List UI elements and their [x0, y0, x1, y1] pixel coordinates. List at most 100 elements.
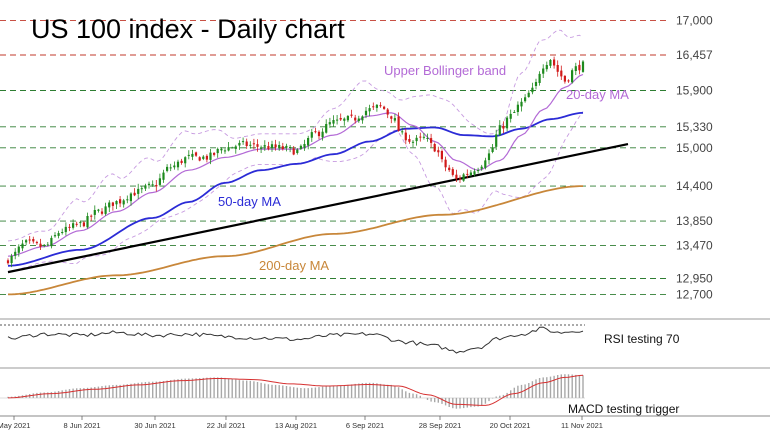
candle: [411, 140, 415, 148]
x-tick-label: 30 Jun 2021: [134, 421, 175, 430]
ma20-line: [7, 73, 584, 257]
candle: [553, 56, 556, 69]
candle: [440, 149, 443, 163]
rsi-panel: RSI testing 70: [0, 318, 770, 354]
candle: [166, 164, 169, 173]
x-tick-label: May 2021: [0, 421, 30, 430]
candle: [415, 135, 418, 146]
candle: [256, 139, 259, 152]
candle: [205, 154, 208, 163]
candle: [520, 98, 523, 112]
candle: [43, 244, 46, 248]
candle: [17, 244, 20, 257]
candle: [270, 140, 274, 152]
support-trendline: [7, 142, 629, 274]
candle: [379, 102, 382, 108]
ma20-label: 20-day MA: [566, 87, 629, 102]
candle: [119, 196, 122, 208]
candle: [72, 219, 75, 230]
candle: [361, 115, 364, 124]
candle: [137, 183, 140, 199]
candle: [437, 146, 440, 157]
candle: [549, 59, 552, 69]
candle: [32, 236, 35, 244]
candle: [223, 148, 227, 154]
candle: [274, 139, 277, 151]
candle: [408, 134, 411, 144]
candle: [140, 186, 143, 194]
candle: [386, 108, 389, 119]
candle: [115, 200, 118, 209]
level-label: 15,330: [676, 120, 713, 134]
candle: [430, 133, 433, 148]
candle: [513, 110, 516, 113]
candle: [97, 208, 100, 213]
candle: [509, 109, 512, 123]
candle: [545, 61, 548, 72]
candle: [516, 101, 519, 116]
candle: [252, 138, 255, 150]
candle: [147, 181, 151, 189]
macd-panel: MACD testing trigger: [0, 367, 770, 416]
candle: [173, 161, 176, 170]
x-tick-label: 22 Jul 2021: [207, 421, 246, 430]
x-tick-label: 11 Nov 2021: [561, 421, 603, 430]
candle: [303, 139, 306, 151]
candle: [328, 117, 331, 128]
candle: [129, 192, 132, 206]
candle: [108, 200, 111, 212]
candle: [354, 114, 357, 124]
candle: [289, 145, 292, 153]
candle: [462, 172, 465, 182]
ma50-label: 50-day MA: [218, 194, 281, 209]
candle: [151, 180, 154, 187]
candle: [357, 115, 360, 123]
candle: [419, 132, 422, 142]
candle: [469, 170, 472, 177]
candle: [133, 188, 136, 197]
candle: [202, 155, 205, 161]
candle: [122, 198, 125, 208]
candle: [383, 105, 386, 110]
level-label: 15,000: [676, 141, 713, 155]
level-label: 12,950: [676, 272, 713, 286]
candle: [534, 78, 538, 90]
candle: [231, 146, 234, 149]
candle: [477, 167, 480, 174]
candle: [79, 220, 82, 228]
candle: [448, 164, 451, 172]
candle: [336, 115, 339, 125]
candle: [560, 65, 563, 80]
candle: [325, 119, 328, 134]
candle: [299, 144, 302, 150]
candle: [422, 133, 425, 140]
candle: [574, 62, 577, 75]
x-tick-label: 8 Jun 2021: [63, 421, 100, 430]
candle: [126, 195, 129, 204]
candle: [180, 158, 183, 165]
candle: [397, 112, 400, 132]
candle: [404, 128, 407, 145]
candle: [466, 169, 469, 179]
candle: [260, 145, 263, 153]
candlesticks: [6, 56, 585, 268]
candle: [538, 71, 541, 86]
macd-signal-line: [7, 374, 584, 406]
candle: [50, 235, 53, 249]
candle: [191, 149, 194, 161]
candle: [444, 156, 447, 172]
candle: [567, 79, 570, 83]
candle: [350, 109, 353, 118]
candle: [35, 240, 38, 245]
candle: [64, 222, 67, 236]
candle: [281, 142, 284, 151]
level-label: 16,457: [676, 48, 713, 62]
candle: [249, 141, 252, 149]
candle: [155, 180, 158, 192]
candle: [455, 169, 458, 182]
candle: [314, 127, 317, 134]
candle: [310, 128, 313, 142]
macd-histogram: [7, 374, 584, 409]
candle: [473, 168, 476, 177]
upper-bollinger-band-line: [7, 29, 584, 242]
